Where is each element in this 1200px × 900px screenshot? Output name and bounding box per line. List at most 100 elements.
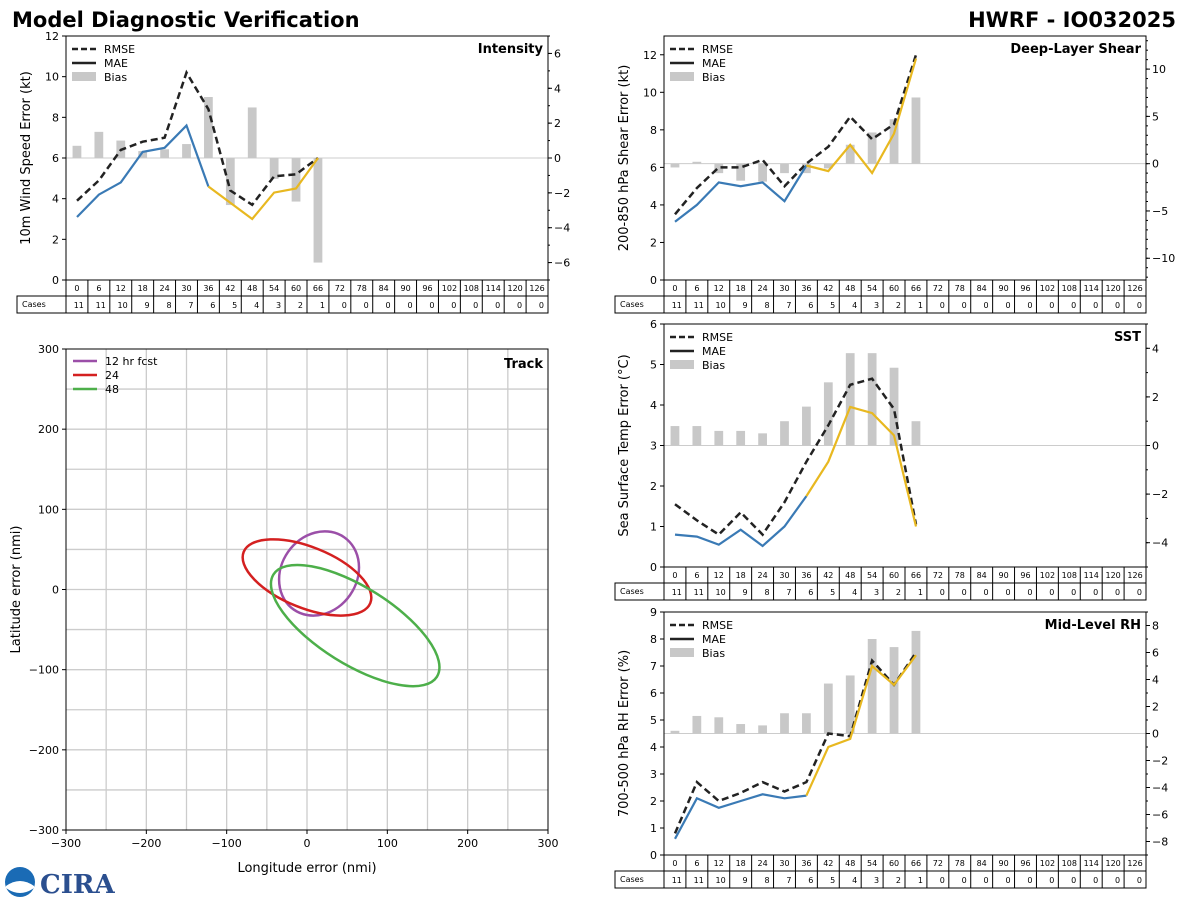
case-cell: 0 [1005, 301, 1010, 310]
hour-cell: 120 [1105, 571, 1120, 580]
y-axis-label: Latitude error (nmi) [9, 526, 24, 654]
case-cell: 0 [539, 301, 544, 310]
case-cell: 0 [473, 301, 478, 310]
case-cell: 1 [918, 588, 923, 597]
case-cell: 0 [407, 301, 412, 310]
bias-bar [911, 421, 921, 446]
x-tick-label: −200 [131, 837, 161, 850]
y-tick-label: 300 [38, 343, 59, 356]
hour-cell: 60 [889, 859, 899, 868]
y-tick-label: 0 [650, 561, 657, 574]
legend-bias-swatch [72, 72, 96, 81]
rmse-line [76, 69, 319, 207]
case-cell: 0 [517, 301, 522, 310]
bias-bar [714, 163, 724, 174]
y2-tick-label: 2 [554, 117, 561, 130]
case-cell: 0 [1115, 301, 1120, 310]
hour-cell: 12 [714, 859, 724, 868]
case-cell: 3 [874, 588, 879, 597]
bias-bar [780, 421, 789, 446]
case-cell: 0 [1137, 301, 1142, 310]
bias-bar [845, 353, 855, 446]
legend-mae-label: MAE [702, 345, 726, 358]
bias-bar [911, 97, 921, 164]
y-tick-label: 2 [650, 480, 657, 493]
y-tick-label: 10 [45, 71, 59, 84]
y-tick-label: 2 [650, 236, 657, 249]
case-cell: 11 [74, 301, 84, 310]
bias-bar [714, 430, 724, 446]
panel-title: Intensity [478, 42, 544, 57]
y-tick-label: 200 [38, 423, 59, 436]
hour-cell: 30 [779, 284, 789, 293]
case-cell: 11 [672, 301, 682, 310]
legend-bias-label: Bias [702, 359, 725, 372]
case-cell: 2 [896, 301, 901, 310]
hour-cell: 48 [845, 859, 855, 868]
bias-bar [889, 367, 899, 446]
case-cell: 8 [764, 588, 769, 597]
bias-bar [291, 158, 301, 202]
case-cell: 11 [694, 876, 704, 885]
hour-cell: 54 [867, 571, 877, 580]
cases-label: Cases [22, 300, 46, 309]
bias-bar [313, 158, 323, 263]
case-cell: 7 [786, 876, 791, 885]
bias-bar [802, 163, 811, 174]
bias-bar [692, 715, 702, 734]
hour-cell: 96 [422, 284, 432, 293]
rmse-line [674, 377, 918, 537]
bias-bar [867, 132, 877, 164]
case-cell: 0 [1027, 876, 1032, 885]
case-cell: 1 [320, 301, 325, 310]
case-cell: 0 [1005, 588, 1010, 597]
hour-cell: 42 [823, 859, 833, 868]
y-tick-label: 8 [650, 633, 657, 646]
bias-bar [758, 725, 767, 734]
case-cell: 0 [940, 588, 945, 597]
legend-label: 48 [105, 383, 119, 396]
bias-bar [72, 145, 82, 158]
bias-bar [736, 163, 746, 181]
y2-tick-label: 4 [554, 82, 561, 95]
legend-rmse-label: RMSE [104, 43, 135, 56]
mae-line-late [806, 58, 918, 175]
bias-bar [911, 630, 921, 734]
bias-bar [845, 675, 855, 734]
case-cell: 0 [495, 301, 500, 310]
y2-tick-label: 6 [554, 47, 561, 60]
bias-bar [138, 151, 148, 158]
bias-bar [94, 131, 104, 158]
hour-cell: 72 [933, 859, 943, 868]
hour-cell: 126 [1127, 571, 1142, 580]
hour-cell: 84 [977, 571, 987, 580]
hour-cell: 108 [1062, 571, 1077, 580]
y2-tick-label: 0 [1152, 440, 1159, 453]
hour-cell: 30 [779, 571, 789, 580]
hour-cell: 36 [801, 571, 811, 580]
bias-bar [736, 724, 746, 734]
y2-tick-label: 0 [1152, 158, 1159, 171]
bias-bar [714, 717, 724, 734]
case-cell: 0 [1137, 876, 1142, 885]
hour-cell: 114 [1084, 859, 1099, 868]
hour-cell: 12 [116, 284, 126, 293]
hour-cell: 12 [714, 571, 724, 580]
y2-tick-label: −6 [554, 257, 570, 270]
mae-line-early [76, 123, 210, 218]
hour-cell: 18 [736, 571, 746, 580]
y2-tick-label: 6 [1152, 647, 1159, 660]
y2-tick-label: −6 [1152, 809, 1168, 822]
y-tick-label: 4 [650, 199, 657, 212]
bias-bar [736, 430, 746, 446]
hour-cell: 48 [845, 571, 855, 580]
x-tick-label: −300 [51, 837, 81, 850]
bias-bar [889, 119, 899, 164]
hour-cell: 102 [442, 284, 457, 293]
hour-cell: 108 [464, 284, 479, 293]
legend-bias-swatch [670, 360, 694, 369]
mae-line-late [805, 654, 917, 797]
y2-tick-label: 5 [1152, 110, 1159, 123]
